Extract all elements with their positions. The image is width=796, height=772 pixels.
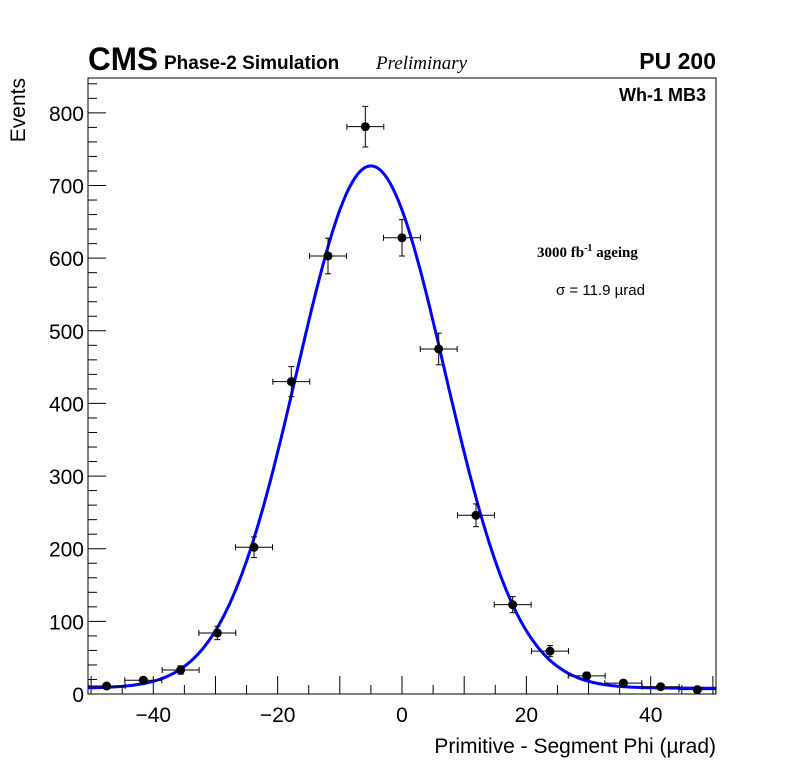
data-marker — [360, 122, 370, 132]
y-tick-label: 500 — [49, 321, 84, 344]
data-point — [198, 625, 237, 641]
x-tick-label: 40 — [639, 704, 662, 727]
data-point — [531, 645, 569, 658]
data-point — [235, 536, 273, 559]
data-marker — [249, 542, 259, 552]
x-tick-label: 0 — [396, 704, 408, 727]
data-point — [493, 596, 532, 614]
status-label: Preliminary — [375, 53, 468, 74]
data-point — [567, 671, 606, 681]
data-marker — [434, 344, 444, 354]
pileup-label: PU 200 — [639, 48, 716, 74]
data-point — [272, 366, 311, 398]
y-tick-label: 200 — [49, 539, 84, 562]
x-tick-label: −40 — [135, 704, 171, 727]
data-point — [383, 219, 421, 257]
region-label: Wh-1 MB3 — [619, 85, 706, 105]
data-point — [604, 678, 643, 688]
data-marker — [176, 665, 186, 675]
data-marker — [212, 628, 222, 638]
y-tick-label: 0 — [72, 684, 84, 707]
data-marker — [618, 678, 628, 688]
y-tick-label: 700 — [49, 176, 84, 199]
data-marker — [545, 646, 555, 656]
data-point — [641, 682, 680, 692]
y-axis-label: Events — [7, 78, 30, 142]
data-point — [161, 665, 200, 675]
data-marker — [656, 682, 666, 692]
subtitle-label: Phase-2 Simulation — [164, 53, 339, 74]
y-tick-label: 300 — [49, 466, 84, 489]
y-tick-label: 800 — [49, 103, 84, 126]
data-marker — [471, 510, 481, 520]
data-marker — [286, 377, 296, 387]
data-marker — [582, 671, 592, 681]
data-marker — [138, 675, 148, 685]
data-point — [457, 503, 495, 528]
data-marker — [508, 600, 518, 610]
y-tick-label: 400 — [49, 393, 84, 416]
data-point — [346, 105, 385, 148]
data-point — [124, 675, 163, 685]
data-marker — [397, 233, 407, 243]
data-point — [419, 332, 458, 366]
y-tick-label: 600 — [49, 248, 84, 271]
y-tick-label: 100 — [49, 611, 84, 634]
x-tick-label: 20 — [515, 704, 538, 727]
data-marker — [102, 681, 112, 691]
x-tick-label: −20 — [260, 704, 296, 727]
x-axis-label: Primitive - Segment Phi (µrad) — [434, 735, 716, 758]
plot-frame — [87, 77, 717, 695]
data-marker — [323, 251, 333, 261]
fit-curve — [88, 164, 716, 690]
sigma-annotation: σ = 11.9 µrad — [556, 282, 645, 299]
data-marker — [692, 685, 702, 695]
data-point — [678, 685, 717, 695]
data-point — [309, 237, 347, 275]
ageing-annotation: 3000 fb-1 ageing — [537, 243, 638, 261]
cms-label: CMS — [88, 41, 158, 77]
data-point — [87, 681, 126, 691]
